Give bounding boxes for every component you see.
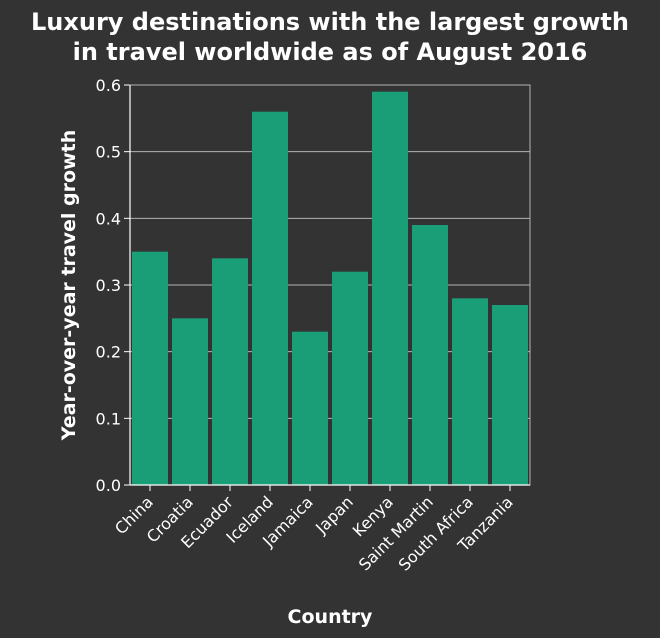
- bar-china: [132, 251, 168, 485]
- y-tick-label: 0.3: [96, 276, 121, 295]
- y-tick-label: 0.1: [96, 409, 121, 428]
- bar-japan: [332, 271, 368, 485]
- x-axis-title: Country: [288, 606, 374, 628]
- bar-iceland: [252, 111, 288, 486]
- bar-ecuador: [212, 258, 248, 485]
- bar-kenya: [372, 91, 408, 486]
- x-tick-label: Japan: [311, 492, 357, 538]
- bar-saint-martin: [412, 225, 448, 485]
- y-tick-label: 0.0: [96, 476, 121, 495]
- bar-croatia: [172, 318, 208, 485]
- chart-title-line-2: in travel worldwide as of August 2016: [73, 38, 588, 66]
- bar-tanzania: [492, 305, 528, 485]
- y-tick-label: 0.2: [96, 343, 121, 362]
- y-tick-label: 0.6: [96, 76, 121, 95]
- bars: [132, 91, 528, 486]
- y-tick-label: 0.4: [96, 209, 121, 228]
- bar-jamaica: [292, 331, 328, 485]
- bar-south-africa: [452, 298, 488, 485]
- y-tick-label: 0.5: [96, 143, 121, 162]
- y-axis-title: Year-over-year travel growth: [58, 130, 80, 442]
- chart-title-line-1: Luxury destinations with the largest gro…: [31, 8, 629, 36]
